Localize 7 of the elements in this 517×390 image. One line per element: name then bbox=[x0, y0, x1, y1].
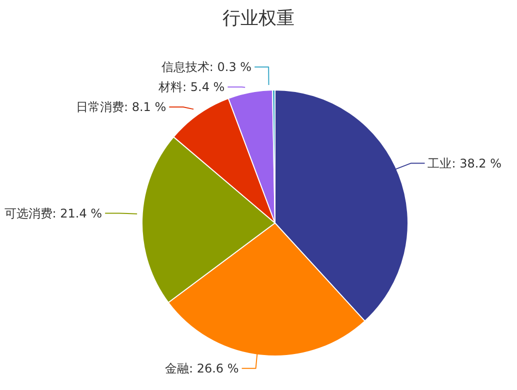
chart-title: 行业权重 bbox=[222, 7, 296, 30]
slice-label: 信息技术: 0.3 % bbox=[161, 60, 252, 74]
slice-label: 工业: 38.2 % bbox=[428, 156, 502, 170]
slice-label: 可选消费: 21.4 % bbox=[4, 206, 102, 220]
slice-label: 日常消费: 8.1 % bbox=[76, 100, 166, 114]
slice-label: 金融: 26.6 % bbox=[164, 361, 239, 376]
slice-label: 材料: 5.4 % bbox=[158, 80, 225, 94]
